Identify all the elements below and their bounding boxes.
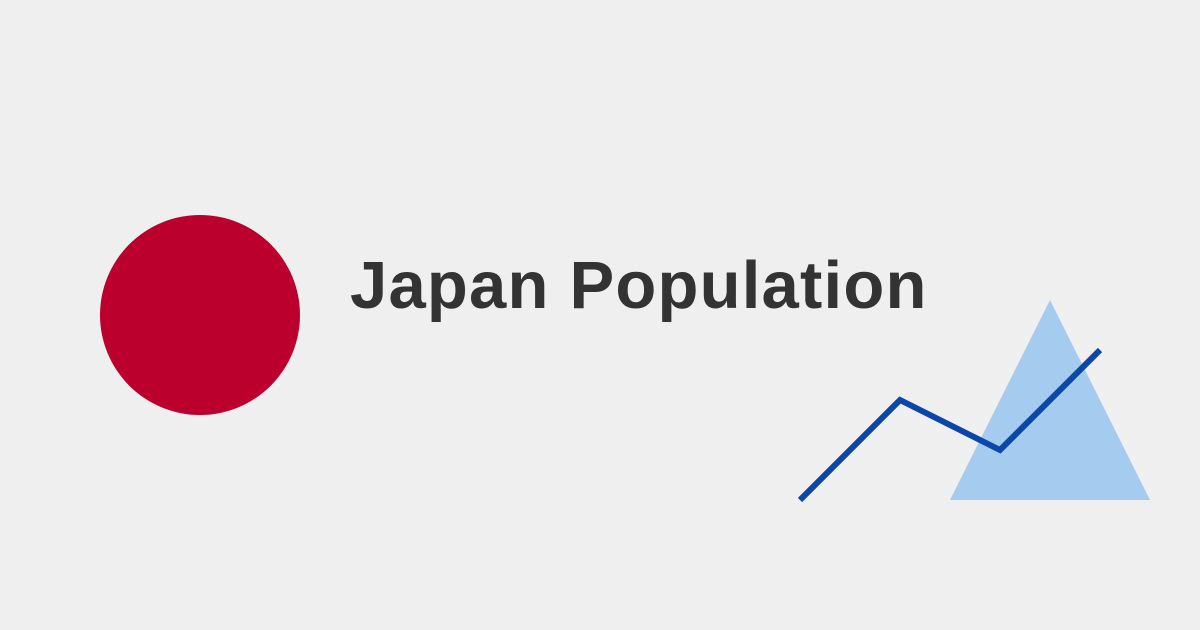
- trend-line-icon: [797, 347, 1103, 503]
- page-title: Japan Population: [350, 248, 928, 323]
- red-circle-icon: [100, 215, 300, 415]
